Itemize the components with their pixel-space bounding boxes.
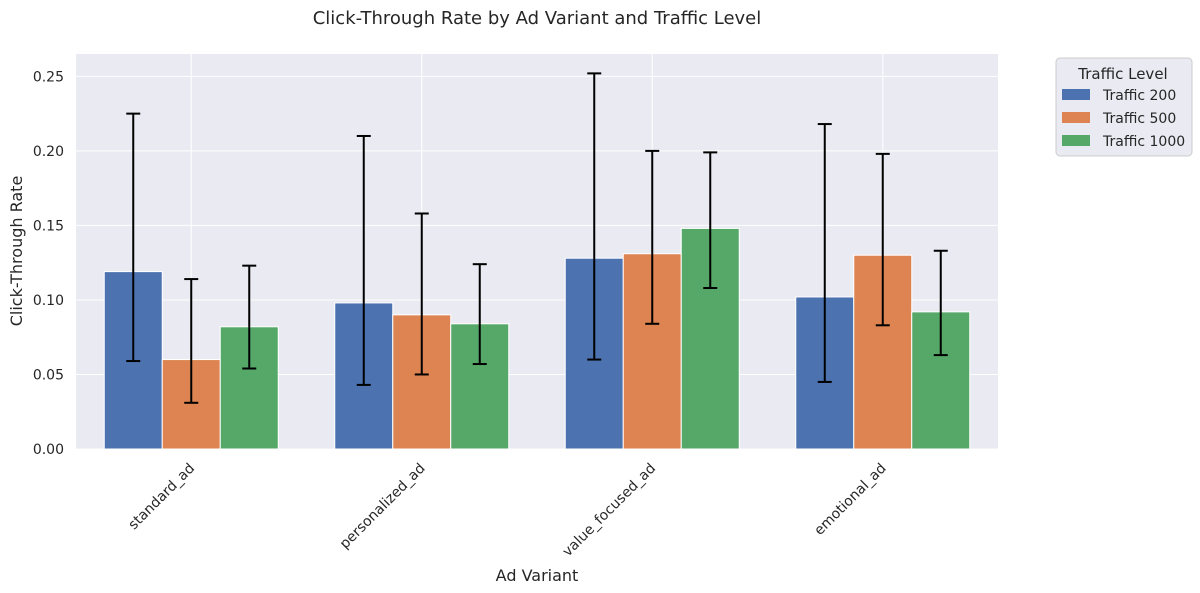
x-tick-label: value_focused_ad (560, 461, 659, 560)
error-bar (645, 149, 660, 325)
legend-label: Traffic 500 (1102, 111, 1176, 127)
legend-title: Traffic Level (1077, 65, 1167, 83)
y-tick-label: 0.05 (33, 367, 64, 383)
legend-swatch (1062, 89, 1090, 100)
error-bar (184, 278, 199, 404)
x-axis-label: Ad Variant (496, 566, 579, 585)
x-tick-label: personalized_ad (337, 461, 429, 553)
y-axis-label: Click-Through Rate (7, 176, 26, 327)
error-bar (242, 264, 257, 370)
y-tick-label: 0.25 (33, 69, 64, 85)
x-tick-label: emotional_ad (811, 461, 889, 539)
bar (450, 323, 510, 450)
legend-swatch (1062, 135, 1090, 146)
bar (161, 359, 221, 450)
legend-label: Traffic 1000 (1102, 134, 1185, 150)
x-axis-ticks: standard_ad personalized_ad value_focused_… (126, 461, 890, 560)
legend-label: Traffic 200 (1102, 88, 1176, 104)
error-bar (356, 134, 371, 386)
legend-swatch (1062, 112, 1090, 123)
error-bar (817, 123, 832, 383)
error-bar (703, 151, 718, 290)
x-tick-label: standard_ad (126, 461, 199, 534)
error-bar (414, 212, 429, 376)
y-tick-label: 0.00 (33, 442, 64, 458)
error-bar (472, 263, 487, 366)
error-bar (587, 72, 602, 361)
y-tick-label: 0.20 (33, 144, 64, 160)
error-bar (126, 112, 141, 363)
error-bar (933, 249, 948, 357)
legend-box (1055, 57, 1193, 157)
y-tick-label: 0.15 (33, 218, 64, 234)
error-bar (875, 152, 890, 327)
y-axis-ticks: 0.00 0.05 0.10 0.15 0.20 0.25 (33, 69, 64, 458)
error-bars-group (126, 72, 948, 404)
legend: Traffic Level Traffic 200 Traffic 500 Traf… (1055, 57, 1193, 157)
y-tick-label: 0.10 (33, 293, 64, 309)
chart-title: Click-Through Rate by Ad Variant and Tra… (313, 8, 762, 29)
